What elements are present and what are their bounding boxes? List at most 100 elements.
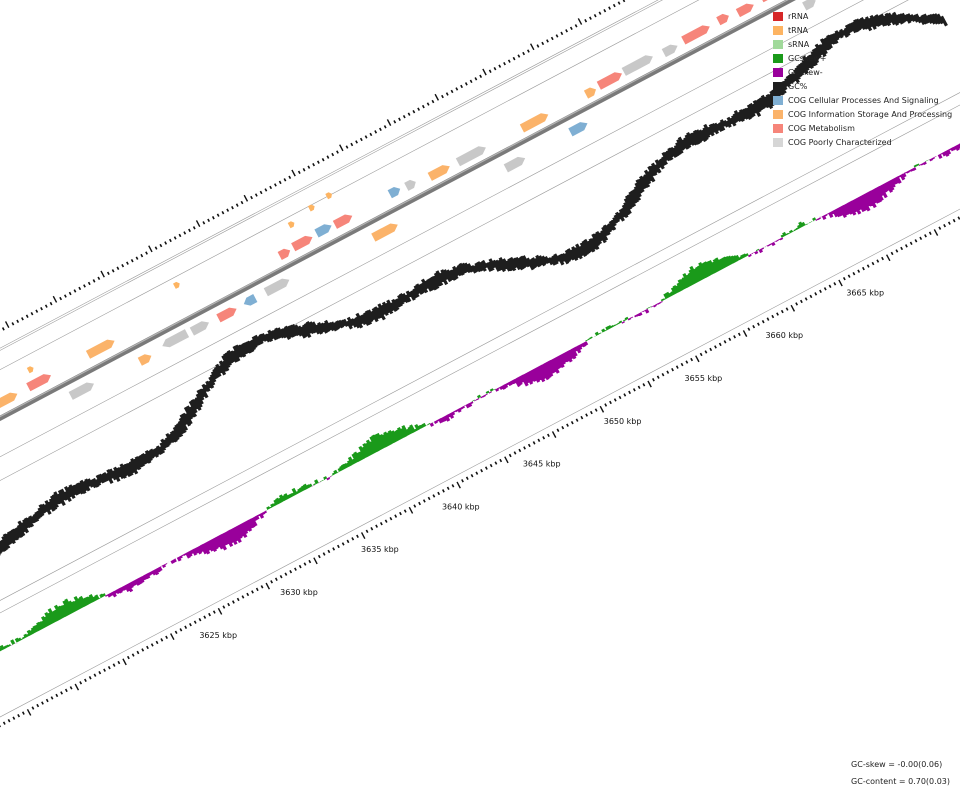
minor-tick [308, 559, 312, 564]
minor-tick [532, 441, 536, 445]
minor-tick [517, 54, 521, 58]
minor-tick [88, 676, 92, 680]
gene-arrow [137, 354, 152, 366]
major-tick [577, 18, 583, 25]
minor-tick [570, 420, 574, 425]
minor-tick [63, 294, 67, 298]
minor-tick [461, 479, 464, 483]
minor-tick [460, 84, 463, 89]
minor-tick [479, 74, 483, 79]
minor-tick [842, 277, 846, 281]
legend-item: COG Cellular Processes And Signaling [773, 93, 952, 107]
minor-tick [21, 317, 24, 321]
minor-tick [160, 638, 164, 642]
genome-backbone [0, 0, 796, 422]
minor-tick [126, 655, 130, 660]
minor-tick [847, 274, 851, 278]
minor-tick [107, 665, 111, 670]
minor-tick [41, 701, 44, 705]
minor-tick [111, 269, 115, 273]
minor-tick [723, 340, 727, 344]
minor-tick [136, 650, 140, 655]
legend-label: GCskew- [788, 67, 823, 77]
minor-tick [575, 418, 579, 422]
minor-tick [952, 218, 956, 223]
minor-tick [623, 393, 627, 397]
minor-tick [766, 317, 770, 321]
minor-tick [379, 521, 383, 526]
minor-tick [68, 291, 72, 296]
minor-tick [317, 554, 321, 559]
minor-tick [508, 453, 512, 458]
legend: rRNA tRNA sRNA GCskew+ GCskew- GC% COG C… [773, 9, 952, 149]
major-tick [408, 506, 414, 514]
minor-tick [208, 612, 211, 617]
legend-label: COG Metabolism [788, 123, 855, 133]
minor-tick [475, 471, 479, 475]
guide-line [0, 104, 960, 614]
legend-label: COG Poorly Characterized [788, 137, 892, 147]
minor-tick [714, 345, 717, 349]
gene-arrow [291, 235, 313, 252]
minor-tick [546, 39, 549, 43]
minor-tick [413, 504, 417, 508]
minor-tick [283, 178, 287, 182]
guide-line [0, 0, 864, 458]
minor-tick [336, 150, 339, 154]
minor-tick [594, 408, 598, 412]
minor-tick [250, 195, 253, 200]
minor-tick [235, 203, 239, 207]
minor-tick [537, 438, 541, 443]
legend-swatch [773, 53, 783, 63]
minor-tick [322, 552, 326, 556]
minor-tick [174, 630, 178, 634]
minor-tick [484, 466, 488, 470]
minor-tick [617, 1, 621, 5]
minor-tick [60, 691, 63, 695]
minor-tick [359, 137, 363, 142]
minor-tick [412, 109, 416, 114]
minor-tick [227, 602, 231, 607]
minor-tick [21, 711, 25, 715]
minor-tick [130, 258, 134, 263]
minor-tick [184, 625, 188, 629]
gene-arrow [621, 55, 653, 76]
gene-arrow [583, 87, 596, 99]
minor-tick [866, 264, 870, 268]
gene-arrow [68, 382, 94, 400]
minor-tick [661, 372, 665, 377]
minor-tick [59, 296, 63, 301]
minor-tick [355, 140, 358, 144]
gene-arrow [332, 214, 353, 229]
major-tick [122, 658, 127, 666]
legend-swatch [773, 39, 783, 49]
minor-tick [666, 370, 670, 374]
minor-tick [469, 79, 473, 84]
minor-tick [269, 185, 273, 190]
minor-tick [547, 433, 550, 438]
minor-tick [98, 671, 102, 675]
tick-label: 3635 kbp [361, 545, 399, 554]
tick-label: 3630 kbp [280, 588, 318, 597]
gene-arrow [404, 179, 416, 191]
minor-tick [709, 347, 713, 352]
guide-line [0, 0, 909, 481]
gene-arrow [735, 3, 754, 18]
gene-arrow [503, 156, 526, 173]
minor-tick [140, 253, 144, 258]
minor-tick [704, 350, 708, 354]
minor-tick [145, 251, 148, 255]
tick-label: 3645 kbp [523, 460, 561, 469]
minor-tick [251, 590, 254, 594]
minor-tick [550, 36, 554, 41]
minor-tick [121, 264, 125, 268]
major-tick [100, 270, 105, 278]
minor-tick [556, 428, 560, 432]
minor-tick [294, 567, 297, 571]
minor-tick [279, 575, 283, 579]
minor-tick [618, 395, 622, 400]
guide-line [0, 0, 700, 371]
minor-tick [394, 514, 398, 518]
minor-tick [274, 577, 278, 581]
legend-swatch [773, 81, 783, 91]
